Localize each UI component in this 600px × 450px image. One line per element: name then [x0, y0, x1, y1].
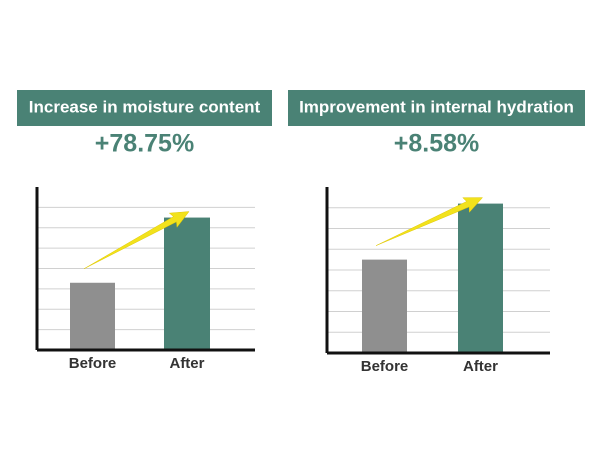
title-banner — [288, 90, 585, 126]
chart-subtitle: +78.75% — [95, 130, 194, 158]
title-banner — [17, 90, 272, 126]
bar — [362, 259, 407, 353]
chart-title: Improvement in internal hydration — [299, 97, 574, 116]
bar — [458, 203, 503, 353]
x-tick-label: Before — [361, 358, 409, 375]
arrow — [83, 211, 190, 269]
chart-panel: Improvement in internal hydration +8.58% B… — [288, 90, 585, 375]
chart-title: Increase in moisture content — [29, 97, 261, 116]
chart-panel: Increase in moisture content +78.75% Befor… — [17, 90, 272, 372]
chart-subtitle: +8.58% — [394, 130, 480, 158]
bar — [164, 217, 210, 350]
bar — [70, 282, 115, 350]
x-tick-label: After — [463, 358, 498, 375]
arrow — [375, 197, 484, 246]
x-tick-label: Before — [69, 355, 117, 372]
x-tick-label: After — [169, 355, 204, 372]
